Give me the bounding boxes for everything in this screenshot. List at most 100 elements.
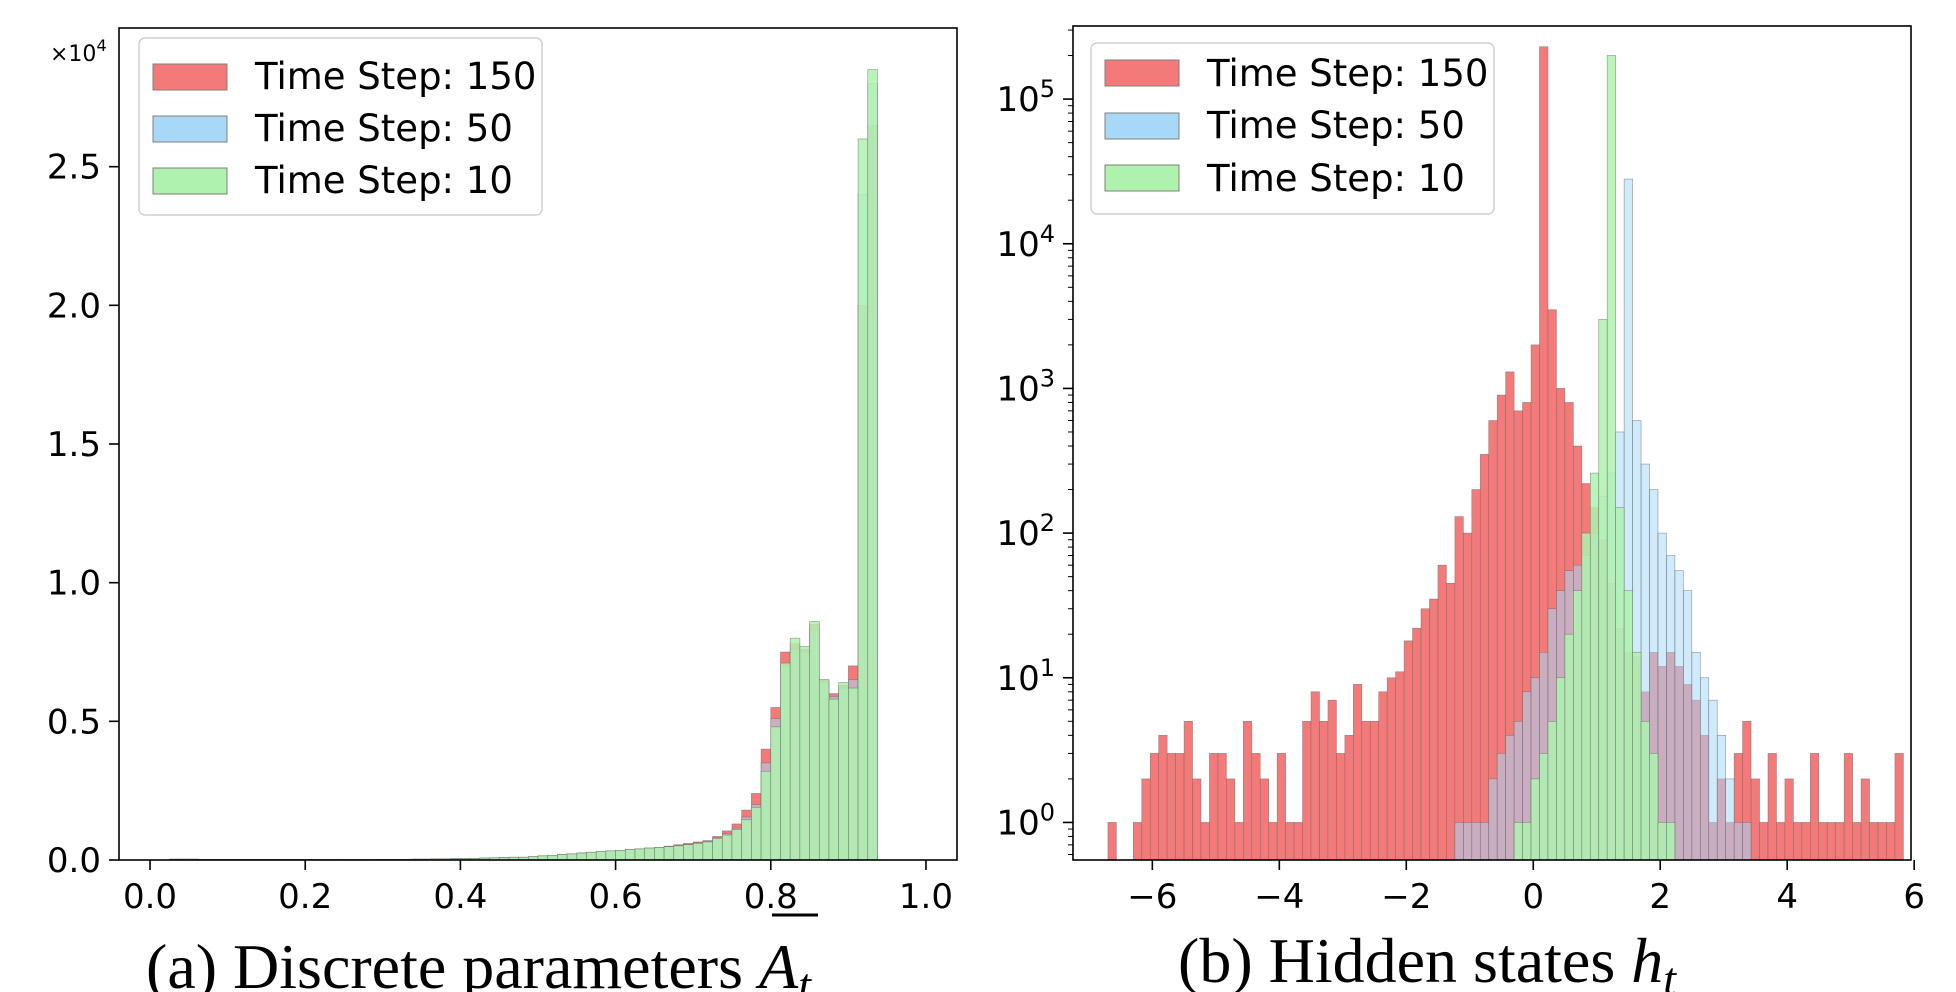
bar-a-series-10-bin-57 — [702, 841, 713, 861]
bar-b-series-150-bin-15 — [1234, 822, 1244, 861]
bar-b-series-50-bin-44 — [1479, 822, 1490, 861]
bar-a-series-10-bin-66 — [789, 637, 801, 861]
bar-b-series-150-bin-87 — [1843, 753, 1853, 861]
bar-b-series-150-bin-32 — [1378, 691, 1388, 861]
bar-b-series-50-bin-47 — [1505, 735, 1515, 861]
bar-b-series-150-bin-17 — [1251, 753, 1261, 861]
bar-b-series-10-bin-58 — [1598, 319, 1608, 861]
caption-a: (a) Discrete parameters At — [146, 913, 818, 992]
bar-b-series-10-bin-55 — [1573, 590, 1583, 861]
legend-label-50-a: Time Step: 50 — [254, 107, 513, 150]
x-tick-label-b-6: 6 — [1903, 877, 1925, 917]
bar-a-series-10-bin-53 — [663, 846, 675, 861]
x-tick-label-b-2: −2 — [1381, 877, 1431, 917]
bar-b-series-150-bin-4 — [1141, 778, 1151, 861]
bar-a-series-10-bin-45 — [586, 851, 597, 861]
y-tick-label-b-5: 105 — [996, 75, 1055, 120]
bar-b-series-150-bin-42 — [1463, 532, 1473, 861]
bar-a-series-10-bin-55 — [683, 844, 694, 861]
x-tick-label-a-2: 0.4 — [433, 877, 487, 917]
bar-b-series-150-bin-28 — [1344, 735, 1354, 861]
bar-b-series-150-bin-0 — [1107, 822, 1117, 861]
svg-text:(b) Hidden states ht: (b) Hidden states ht — [1178, 925, 1677, 992]
y-tick-label-a-3: 1.5 — [47, 425, 101, 465]
axis-ticks-a: 0.0 0.2 0.4 0.6 0.8 1.0 0.0 0.5 1.0 1.5 2.0 2.5 — [47, 148, 953, 917]
legend-a: Time Step: 150 Time Step: 50 Time Step: … — [138, 37, 543, 216]
bar-b-series-150-bin-84 — [1818, 822, 1828, 861]
x-tick-label-a-3: 0.6 — [589, 877, 643, 917]
bar-b-series-150-bin-27 — [1336, 753, 1346, 861]
bar-b-series-150-bin-89 — [1860, 778, 1870, 861]
bar-a-series-10-bin-56 — [692, 843, 704, 861]
x-tick-label-b-1: −4 — [1254, 877, 1304, 917]
bar-b-series-10-bin-61 — [1623, 590, 1633, 861]
y-tick-label-a-2: 1.0 — [47, 564, 101, 604]
legend-swatch-10-a — [152, 167, 228, 195]
bar-b-series-10-bin-50 — [1530, 778, 1540, 861]
bar-b-series-10-bin-57 — [1589, 472, 1600, 861]
x-tick-label-b-0: −6 — [1127, 877, 1177, 917]
bar-b-series-10-bin-54 — [1564, 633, 1574, 861]
caption-b: (b) Hidden states ht — [1178, 925, 1677, 992]
bar-b-series-150-bin-26 — [1327, 699, 1337, 861]
x-tick-label-a-1: 0.2 — [278, 877, 332, 917]
bar-a-series-10-bin-72 — [848, 687, 859, 861]
bar-b-series-150-bin-13 — [1217, 753, 1227, 861]
bar-b-series-150-bin-36 — [1412, 627, 1422, 861]
bar-b-series-150-bin-11 — [1200, 822, 1210, 861]
bar-b-series-50-bin-66 — [1666, 555, 1676, 861]
bar-b-series-150-bin-83 — [1810, 753, 1820, 861]
legend-b: Time Step: 150 Time Step: 50 Time Step: … — [1090, 42, 1495, 215]
bar-b-series-50-bin-70 — [1699, 677, 1710, 861]
bar-b-series-150-bin-92 — [1886, 822, 1896, 861]
legend-label-50-b: Time Step: 50 — [1206, 104, 1465, 147]
bar-b-series-10-bin-64 — [1649, 753, 1659, 861]
legend-swatch-10-b — [1104, 164, 1180, 192]
bar-b-series-10-bin-49 — [1522, 822, 1532, 861]
bar-a-series-10-bin-46 — [595, 851, 607, 861]
y-tick-label-a-5: 2.5 — [47, 148, 101, 188]
legend-label-150-a: Time Step: 150 — [254, 55, 536, 98]
bar-b-series-50-bin-68 — [1683, 590, 1693, 861]
bar-b-series-150-bin-80 — [1784, 778, 1794, 861]
bar-a-series-10-bin-63 — [760, 770, 772, 861]
histogram-bars-a — [169, 69, 878, 861]
bar-b-series-150-bin-88 — [1852, 822, 1862, 861]
bar-a-series-10-bin-49 — [624, 849, 636, 861]
bar-a-series-10-bin-47 — [605, 850, 616, 861]
legend-swatch-150-a — [152, 63, 228, 91]
legend-label-150-b: Time Step: 150 — [1206, 52, 1488, 95]
axis-ticks-b: −6 −4 −2 0 2 4 6 100 101 102 103 104 105 — [996, 29, 1925, 917]
bar-b-series-150-bin-34 — [1395, 671, 1405, 861]
bar-b-series-150-bin-25 — [1319, 721, 1329, 861]
bar-b-series-50-bin-65 — [1657, 532, 1667, 861]
bar-a-series-10-bin-70 — [828, 698, 839, 861]
bar-b-series-50-bin-41 — [1454, 822, 1464, 861]
bar-b-series-150-bin-24 — [1310, 691, 1320, 861]
bar-b-series-150-bin-39 — [1437, 564, 1447, 861]
bar-b-series-150-bin-93 — [1894, 753, 1904, 861]
legend-swatch-50-a — [152, 115, 228, 143]
legend-label-10-b: Time Step: 10 — [1206, 157, 1465, 200]
bar-b-series-150-bin-76 — [1750, 778, 1760, 861]
histogram-bars-b — [1107, 46, 1904, 861]
bar-b-series-150-bin-38 — [1429, 598, 1439, 861]
bar-b-series-150-bin-78 — [1767, 753, 1777, 861]
bar-b-series-150-bin-5 — [1149, 753, 1159, 861]
bar-b-series-50-bin-43 — [1471, 822, 1481, 861]
legend-swatch-150-b — [1104, 59, 1180, 87]
bar-a-series-10-bin-61 — [741, 819, 752, 861]
bar-b-series-150-bin-82 — [1801, 822, 1811, 861]
bar-b-series-50-bin-71 — [1708, 699, 1718, 861]
bar-b-series-10-bin-53 — [1556, 677, 1566, 861]
bar-a-series-10-bin-54 — [673, 845, 684, 861]
bar-b-series-10-bin-62 — [1632, 651, 1642, 861]
bar-b-series-150-bin-41 — [1454, 516, 1464, 861]
bar-b-series-150-bin-22 — [1293, 822, 1303, 861]
x-tick-label-a-4: 0.8 — [744, 877, 798, 917]
bar-a-series-10-bin-43 — [566, 853, 578, 861]
bar-b-series-150-bin-79 — [1776, 822, 1786, 861]
panel-b: −6 −4 −2 0 2 4 6 100 101 102 103 104 105 Time Step: … — [996, 25, 1925, 992]
bar-b-series-150-bin-43 — [1471, 489, 1481, 861]
x-tick-label-b-3: 0 — [1522, 877, 1544, 917]
